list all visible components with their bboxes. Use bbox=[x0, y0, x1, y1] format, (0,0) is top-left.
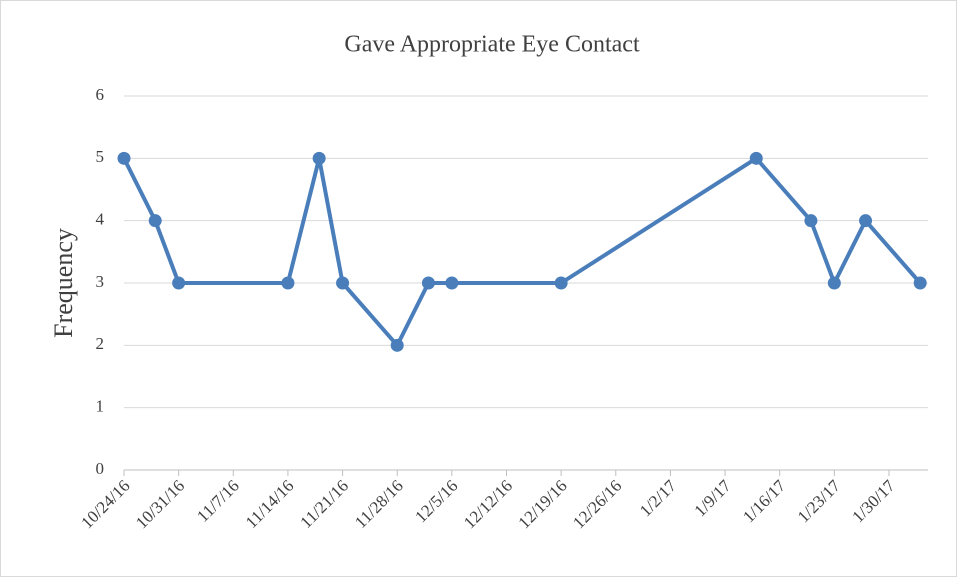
y-tick-label: 0 bbox=[96, 459, 105, 478]
point bbox=[281, 276, 295, 290]
y-axis-label: Frequency bbox=[49, 228, 78, 338]
point bbox=[336, 276, 350, 290]
point bbox=[804, 214, 818, 228]
y-tick-label: 5 bbox=[96, 147, 105, 166]
point bbox=[172, 276, 186, 290]
point bbox=[117, 151, 131, 165]
y-tick-label: 6 bbox=[96, 85, 105, 104]
point bbox=[913, 276, 927, 290]
point bbox=[148, 214, 162, 228]
point bbox=[827, 276, 841, 290]
point bbox=[421, 276, 435, 290]
y-tick-label: 2 bbox=[96, 334, 105, 353]
point bbox=[749, 151, 763, 165]
point bbox=[445, 276, 459, 290]
y-tick-label: 4 bbox=[96, 210, 105, 229]
y-tick-label: 3 bbox=[96, 272, 105, 291]
point bbox=[390, 338, 404, 352]
chart-title: Gave Appropriate Eye Contact bbox=[344, 32, 640, 58]
point bbox=[859, 214, 873, 228]
point bbox=[312, 151, 326, 165]
point bbox=[554, 276, 568, 290]
y-tick-label: 1 bbox=[96, 397, 105, 416]
